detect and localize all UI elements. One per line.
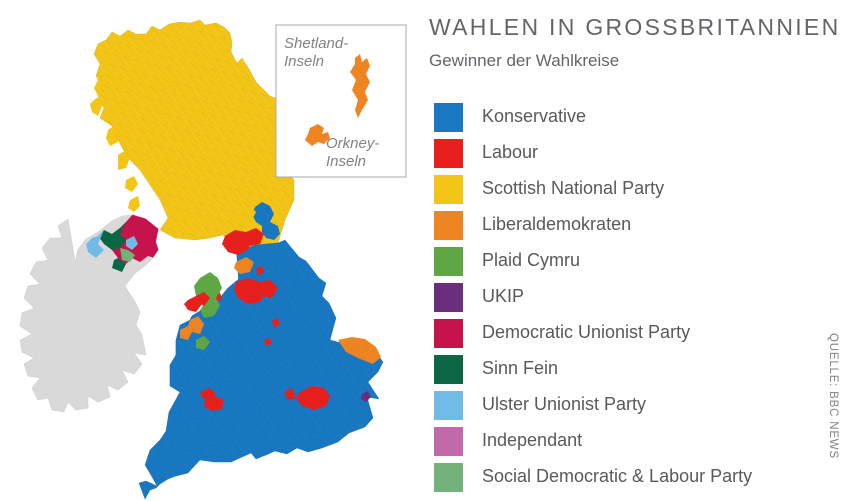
svg-text:Inseln: Inseln bbox=[326, 153, 366, 170]
svg-text:Shetland-: Shetland- bbox=[284, 35, 348, 52]
svg-text:Inseln: Inseln bbox=[284, 53, 324, 70]
svg-text:Orkney-: Orkney- bbox=[326, 135, 379, 152]
